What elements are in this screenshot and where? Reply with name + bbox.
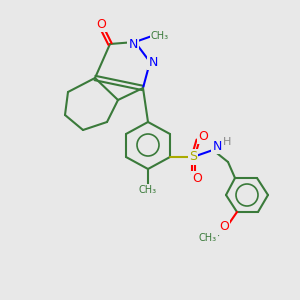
Text: O: O (219, 220, 229, 233)
Text: N: N (148, 56, 158, 68)
Text: O: O (192, 172, 202, 185)
Text: CH₃: CH₃ (151, 31, 169, 41)
Text: N: N (212, 140, 222, 152)
Text: CH₃: CH₃ (199, 233, 217, 243)
Text: O: O (96, 17, 106, 31)
Text: O: O (198, 130, 208, 142)
Text: H: H (223, 137, 231, 147)
Text: N: N (128, 38, 138, 50)
Text: S: S (189, 151, 197, 164)
Text: CH₃: CH₃ (139, 185, 157, 195)
